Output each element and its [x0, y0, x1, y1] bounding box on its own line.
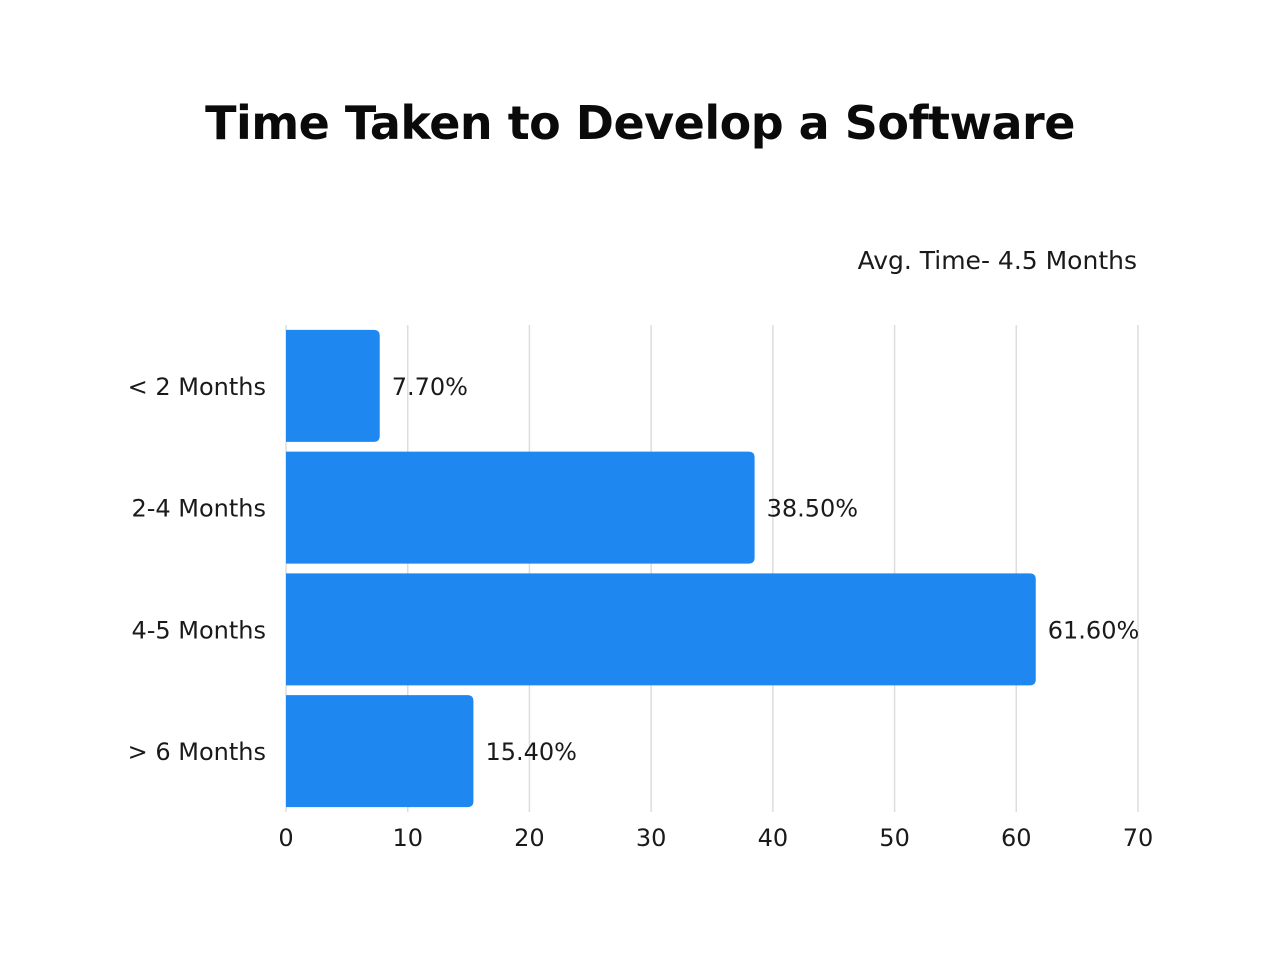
bars [286, 329, 1036, 808]
bar-value-label: 38.50% [767, 495, 859, 523]
x-tick-label: 40 [758, 824, 789, 852]
chart-title: Time Taken to Develop a Software [205, 96, 1075, 150]
x-tick-label: 0 [278, 824, 293, 852]
category-label: < 2 Months [128, 373, 266, 401]
x-tick-label: 10 [392, 824, 423, 852]
value-axis: 0 10 20 30 40 50 60 70 [278, 824, 1153, 852]
category-label: 2-4 Months [131, 495, 266, 523]
x-tick-label: 20 [514, 824, 545, 852]
bar [286, 329, 380, 442]
x-tick-label: 60 [1001, 824, 1032, 852]
category-axis: < 2 Months 2-4 Months 4-5 Months > 6 Months [128, 373, 266, 766]
category-label: 4-5 Months [131, 616, 266, 644]
data-labels: 7.70% 38.50% 61.60% 15.40% [392, 373, 1140, 766]
x-tick-label: 70 [1123, 824, 1154, 852]
average-time-annotation: Avg. Time- 4.5 Months [857, 246, 1137, 275]
bar-value-label: 15.40% [485, 738, 577, 766]
x-tick-label: 50 [879, 824, 910, 852]
gridlines [285, 325, 1139, 812]
bar-value-label: 61.60% [1048, 616, 1140, 644]
bar [286, 451, 755, 564]
x-tick-label: 30 [636, 824, 667, 852]
bar-value-label: 7.70% [392, 373, 468, 401]
bar [286, 695, 474, 808]
category-label: > 6 Months [128, 738, 266, 766]
bar [286, 573, 1036, 686]
